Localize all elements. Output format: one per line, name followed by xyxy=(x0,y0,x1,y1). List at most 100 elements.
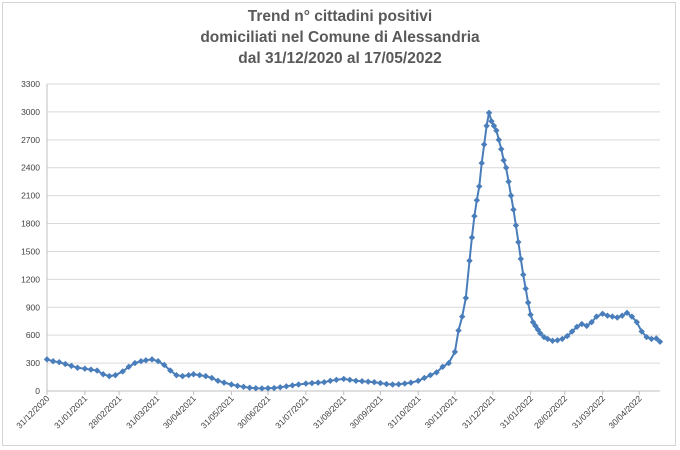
data-point xyxy=(488,118,495,125)
data-point xyxy=(458,313,466,320)
data-point xyxy=(588,318,595,326)
x-tick-label: 31/01/2022 xyxy=(498,393,535,430)
data-point xyxy=(507,192,515,199)
data-point xyxy=(240,383,247,391)
data-point xyxy=(648,335,655,343)
data-point xyxy=(522,285,529,292)
chart-title-line-1: Trend n° cittadini positivi xyxy=(247,8,433,25)
data-point xyxy=(623,309,631,317)
data-point xyxy=(358,378,366,385)
data-point xyxy=(352,377,360,384)
data-point xyxy=(502,164,510,171)
data-point xyxy=(653,335,660,342)
data-point xyxy=(462,294,470,302)
y-tick-label: 0 xyxy=(35,386,40,396)
data-point xyxy=(529,318,537,326)
data-point xyxy=(112,371,119,379)
data-point xyxy=(333,376,340,384)
x-tick-label: 31/08/2021 xyxy=(311,393,348,430)
data-point xyxy=(439,363,446,371)
data-point xyxy=(633,318,640,326)
x-tick-label: 30/06/2021 xyxy=(235,393,272,430)
x-tick-label: 30/04/2021 xyxy=(161,393,198,430)
data-point xyxy=(154,358,162,365)
chart-title: Trend n° cittadini positivi domiciliati … xyxy=(0,6,680,69)
data-point xyxy=(74,364,81,371)
data-point xyxy=(554,337,561,344)
data-point xyxy=(302,380,310,387)
data-point xyxy=(314,379,322,386)
y-tick-label: 900 xyxy=(26,302,40,312)
chart-title-line-3: dal 31/12/2020 al 17/05/2022 xyxy=(238,50,442,67)
data-point xyxy=(62,360,69,368)
data-point xyxy=(534,326,542,333)
data-point xyxy=(214,377,222,384)
data-point xyxy=(202,372,209,380)
data-point xyxy=(371,378,378,386)
x-tick-label: 31/07/2021 xyxy=(273,393,310,430)
data-point xyxy=(196,371,203,379)
data-point xyxy=(478,159,485,167)
data-point xyxy=(471,212,478,220)
data-point xyxy=(643,333,650,341)
y-tick-label: 300 xyxy=(26,358,40,368)
data-point xyxy=(389,381,396,388)
y-tick-label: 1800 xyxy=(21,219,40,229)
y-tick-label: 1200 xyxy=(21,274,40,284)
data-point xyxy=(308,379,316,387)
data-point xyxy=(532,322,539,330)
data-point xyxy=(466,257,473,264)
data-point xyxy=(593,313,600,320)
data-point xyxy=(270,384,278,392)
y-axis-ticks: 0 300 600 900 1200 1500 1800 2100 2400 2700 3000 33… xyxy=(21,79,40,396)
x-tick-label: 31/03/2021 xyxy=(124,393,161,430)
data-point xyxy=(179,372,186,380)
data-point xyxy=(490,122,498,130)
data-point xyxy=(493,127,500,134)
data-point xyxy=(43,356,51,363)
data-point xyxy=(93,367,101,374)
data-point xyxy=(119,368,126,375)
data-point xyxy=(340,375,347,383)
data-point xyxy=(512,222,520,229)
data-point xyxy=(383,380,390,388)
data-point xyxy=(505,178,512,185)
data-point xyxy=(476,183,483,190)
data-point xyxy=(500,157,507,164)
data-point xyxy=(220,379,228,386)
data-point xyxy=(568,328,576,335)
data-point xyxy=(208,374,216,382)
data-point xyxy=(485,109,493,117)
data-point xyxy=(167,367,174,374)
data-point xyxy=(544,335,551,343)
data-point xyxy=(415,377,422,384)
x-tick-label: 28/02/2022 xyxy=(532,393,569,430)
data-point xyxy=(161,361,168,369)
data-point xyxy=(364,378,372,385)
data-point xyxy=(258,385,266,392)
data-point xyxy=(618,312,626,319)
data-point xyxy=(87,366,95,373)
chart-title-line-2: domiciliati nel Comune di Alessandria xyxy=(200,29,480,46)
data-point xyxy=(515,238,522,246)
gridlines xyxy=(46,83,660,392)
data-point xyxy=(628,313,636,320)
data-point xyxy=(295,381,302,388)
series-positivi xyxy=(43,109,664,392)
data-point xyxy=(190,371,197,378)
data-point xyxy=(137,358,145,365)
data-point xyxy=(125,363,133,371)
data-point xyxy=(468,234,476,241)
x-tick-label: 28/02/2021 xyxy=(86,393,123,430)
data-point xyxy=(320,378,328,386)
x-tick-label: 31/05/2021 xyxy=(199,393,236,430)
data-point xyxy=(527,311,534,318)
data-point xyxy=(573,323,581,331)
data-point xyxy=(407,379,415,386)
data-point xyxy=(421,374,428,382)
y-tick-label: 2100 xyxy=(21,191,40,201)
data-point xyxy=(395,381,402,388)
data-point xyxy=(520,271,527,278)
